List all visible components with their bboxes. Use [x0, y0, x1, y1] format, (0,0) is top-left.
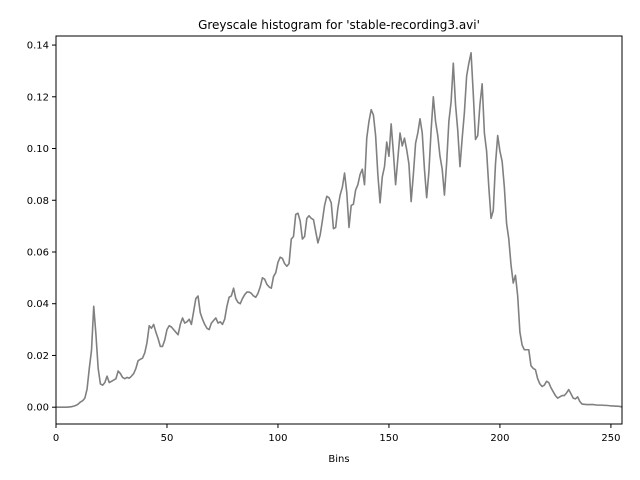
- y-tick-label: 0.04: [27, 299, 49, 310]
- plot-frame: [55, 35, 623, 425]
- x-tick-label: 250: [601, 433, 620, 444]
- x-tick-label: 0: [53, 433, 59, 444]
- chart-title: Greyscale histogram for 'stable-recordin…: [198, 18, 480, 32]
- x-axis: 0 50 100 150 200 250: [53, 424, 620, 444]
- x-tick-label: 150: [379, 433, 398, 444]
- y-tick-label: 0.08: [27, 196, 49, 207]
- y-tick-label: 0.14: [27, 41, 49, 52]
- plot-area: [56, 52, 623, 408]
- y-axis: 0.00 0.02 0.04 0.06 0.08 0.10 0.12 0.14: [27, 41, 56, 414]
- y-tick-label: 0.06: [27, 247, 49, 258]
- histogram-line: [56, 52, 623, 408]
- y-tick-label: 0.00: [27, 403, 49, 414]
- y-tick-label: 0.02: [27, 351, 49, 362]
- y-tick-label: 0.10: [27, 144, 49, 155]
- x-tick-label: 200: [490, 433, 509, 444]
- x-tick-label: 100: [268, 433, 287, 444]
- x-axis-label: Bins: [328, 454, 349, 465]
- y-tick-label: 0.12: [27, 92, 49, 103]
- x-tick-label: 50: [161, 433, 174, 444]
